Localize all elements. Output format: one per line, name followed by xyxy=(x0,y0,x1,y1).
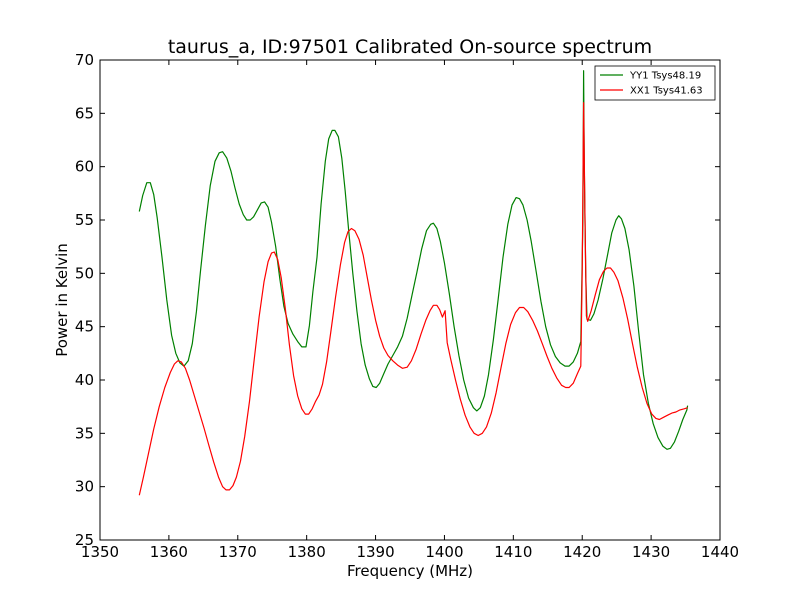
y-tick-label: 60 xyxy=(75,158,94,176)
legend: YY1 Tsys48.19 XX1 Tsys41.63 xyxy=(594,65,716,101)
x-tick-label: 1380 xyxy=(288,543,326,561)
x-axis-label: Frequency (MHz) xyxy=(347,562,473,580)
x-tick-label: 1410 xyxy=(494,543,532,561)
plot-frame xyxy=(99,59,721,541)
x-tick-label: 1390 xyxy=(356,543,394,561)
x-tick-label: 1370 xyxy=(219,543,257,561)
legend-frame xyxy=(594,65,716,101)
y-tick-label: 70 xyxy=(75,51,94,69)
series-line-2 xyxy=(138,102,688,496)
x-tick-label: 1400 xyxy=(425,543,463,561)
x-tick-label: 1360 xyxy=(150,543,188,561)
legend-label-1: YY1 Tsys48.19 xyxy=(629,71,701,82)
x-tick-label: 1440 xyxy=(701,543,739,561)
x-tick-label: 1420 xyxy=(563,543,601,561)
y-tick-label: 30 xyxy=(75,478,94,496)
ticks-layer: 1350 1360 1370 1380 1390 1400 1410 1420 1430 1440… xyxy=(75,51,739,561)
legend-label-2: XX1 Tsys41.63 xyxy=(630,86,703,97)
y-axis-label: Power in Kelvin xyxy=(53,243,71,357)
x-tick-label: 1430 xyxy=(632,543,670,561)
x-tick-label: 1350 xyxy=(81,543,119,561)
y-tick-label: 40 xyxy=(75,371,94,389)
chart-title: taurus_a, ID:97501 Calibrated On-source … xyxy=(168,36,652,58)
y-tick-label: 25 xyxy=(75,531,94,549)
plot-area xyxy=(99,59,721,541)
y-tick-label: 50 xyxy=(75,264,94,282)
y-tick-label: 45 xyxy=(75,318,94,336)
y-tick-label: 55 xyxy=(75,211,94,229)
y-tick-label: 65 xyxy=(75,104,94,122)
series-line-1 xyxy=(138,70,689,450)
y-tick-label: 35 xyxy=(75,424,94,442)
series-layer xyxy=(138,70,689,496)
